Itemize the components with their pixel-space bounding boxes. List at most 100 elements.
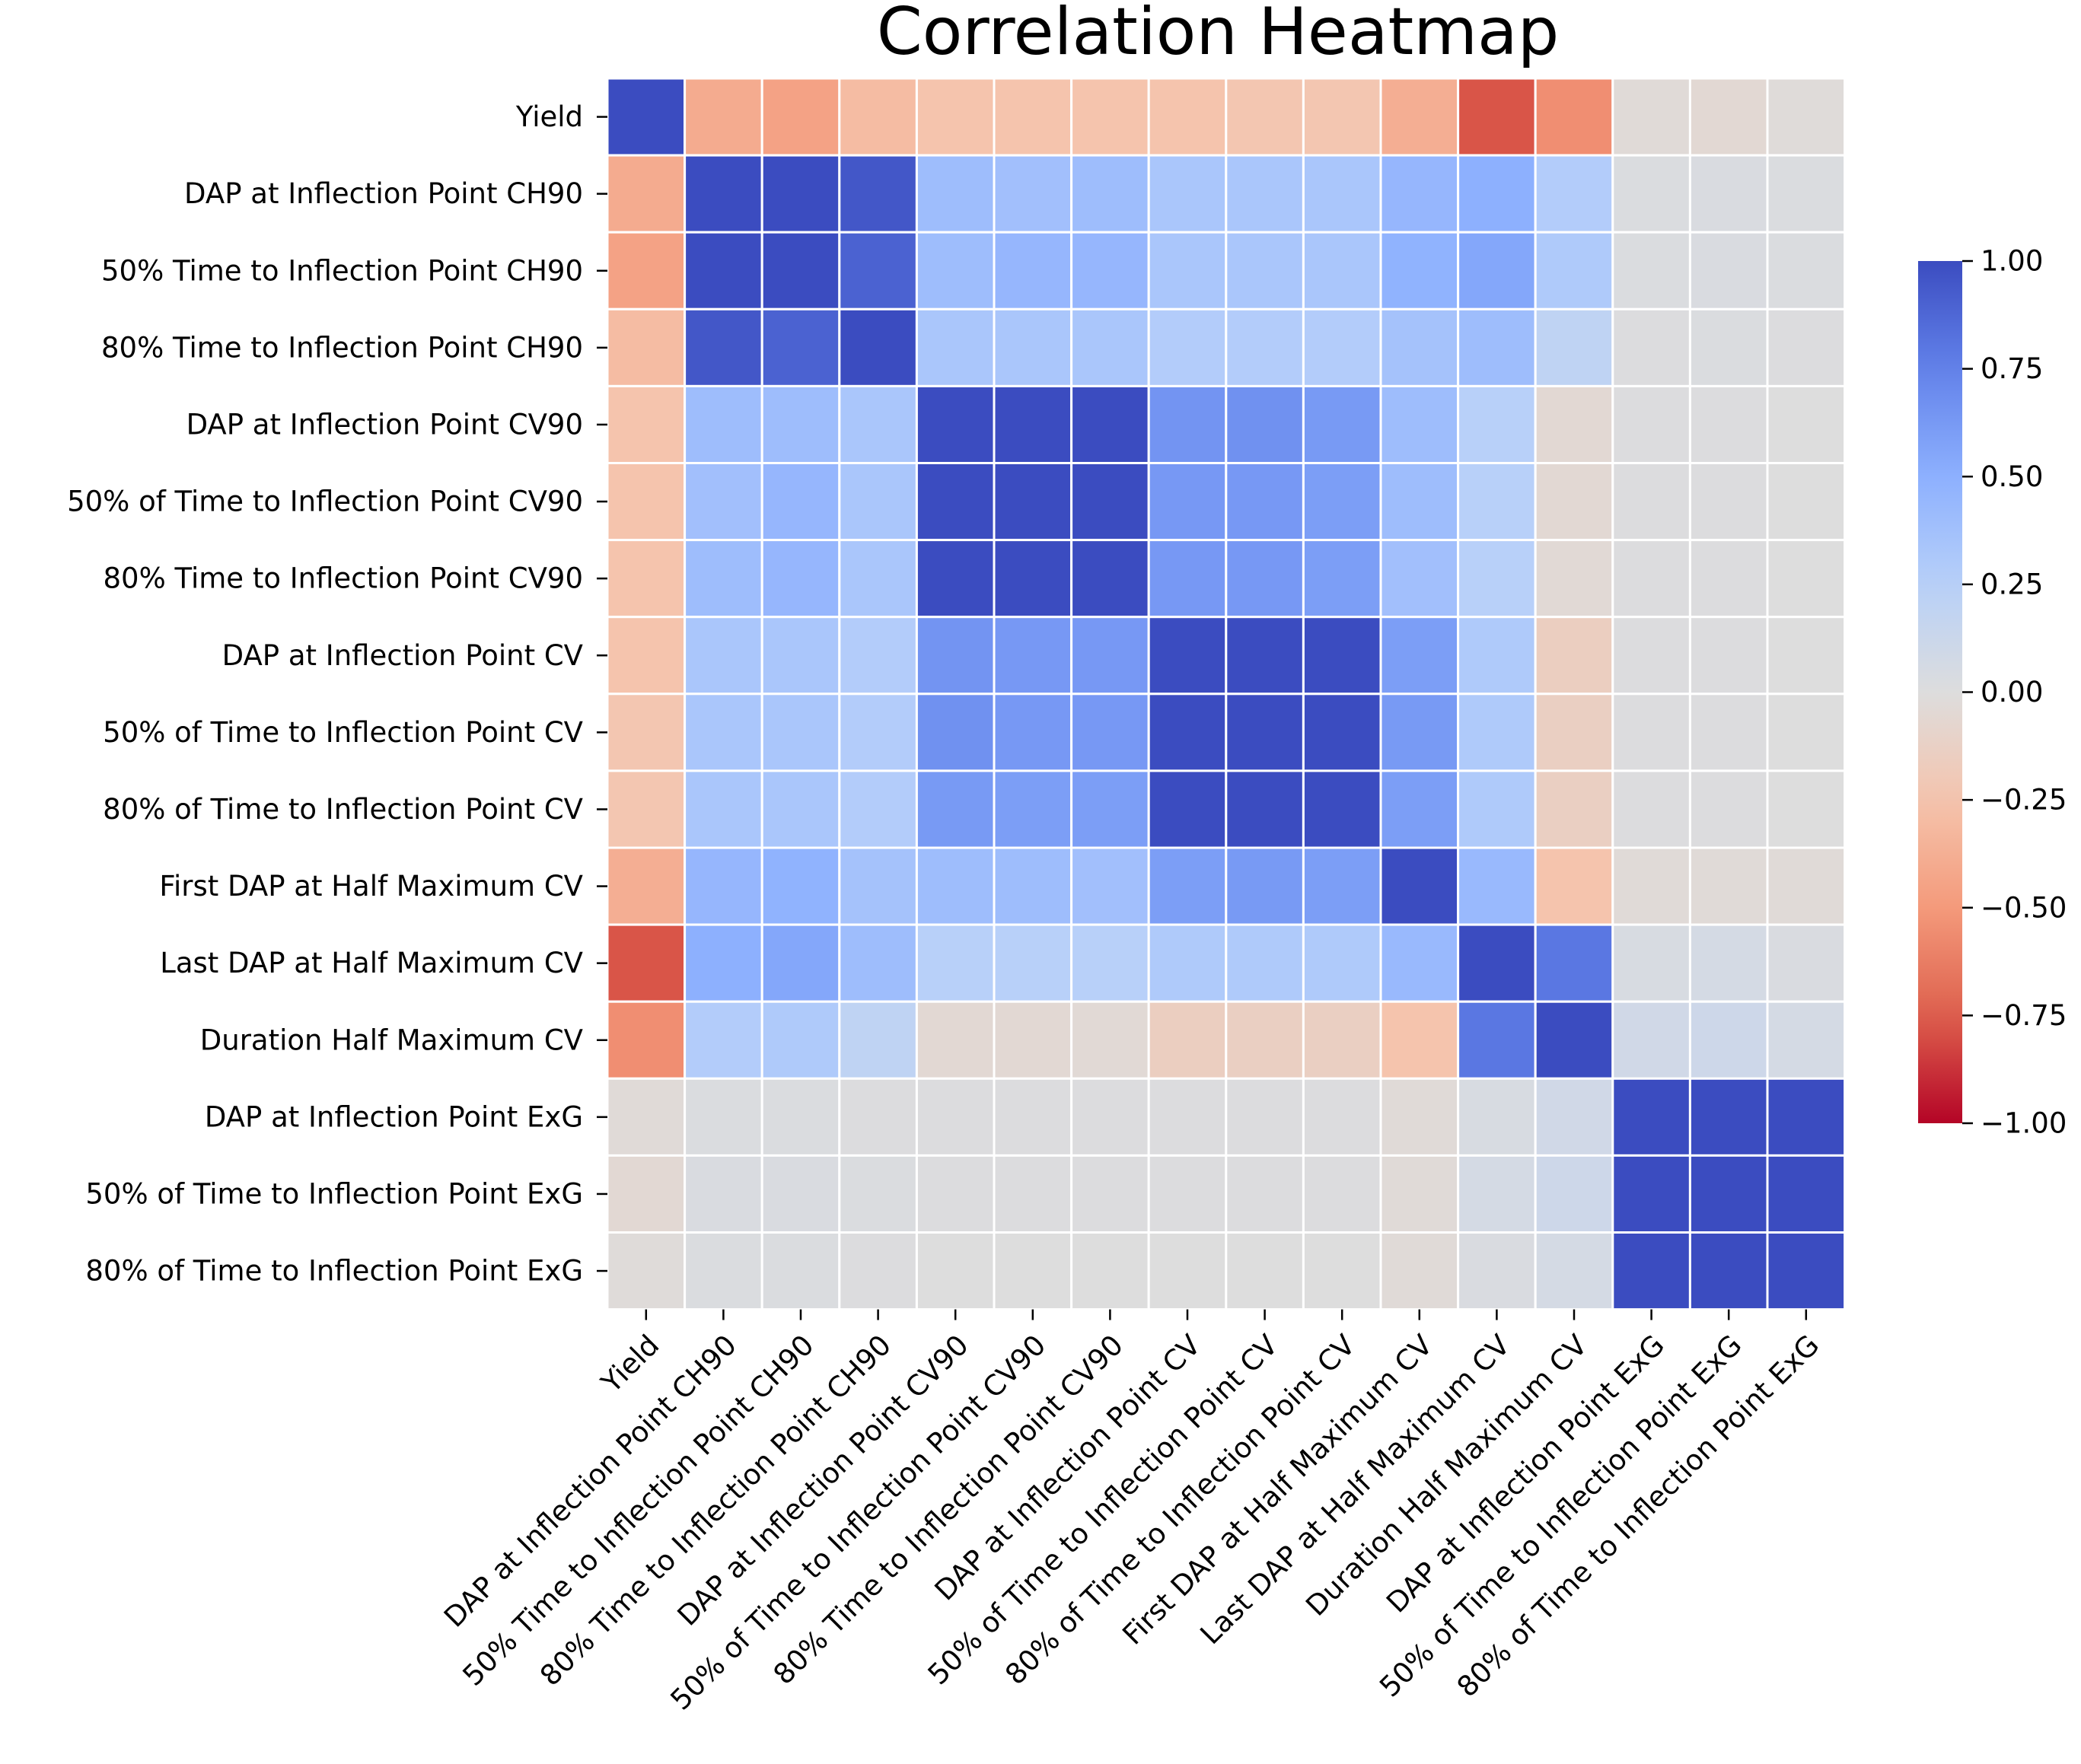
y-label-dap-at-inflection-point-exg: DAP at Inflection Point ExG: [205, 1100, 583, 1133]
heatmap-cell-r7-c15: [1766, 616, 1847, 696]
y-label-80pct-of-time-to-inflection-point-cv: 80% of Time to Inflection Point CV: [103, 793, 583, 826]
heatmap-cell-r2-c2: [760, 231, 841, 310]
heatmap-cell-r4-c5: [993, 384, 1073, 464]
y-label-dap-at-inflection-point-cv: DAP at Inflection Point CV: [222, 639, 583, 672]
heatmap-cell-r9-c2: [760, 769, 841, 849]
heatmap-cell-r13-c6: [1070, 1077, 1150, 1157]
heatmap-cell-r13-c13: [1611, 1077, 1691, 1157]
heatmap-cell-r8-c15: [1766, 693, 1847, 772]
heatmap-cell-r8-c8: [1225, 693, 1305, 772]
heatmap-cell-r6-c5: [993, 539, 1073, 619]
heatmap-cell-r13-c7: [1147, 1077, 1228, 1157]
colorbar: 1.00 0.75 0.50 0.25 0.00 −0.25 −0.50 −0.75 −1.00: [1918, 245, 2067, 1140]
heatmap-cell-r9-c12: [1534, 769, 1614, 849]
heatmap-cell-r14-c12: [1534, 1154, 1614, 1234]
heatmap-cell-r13-c5: [993, 1077, 1073, 1157]
heatmap-cell-r13-c9: [1302, 1077, 1382, 1157]
colorbar-tick-label: 0.75: [1981, 352, 2043, 385]
heatmap-cell-r13-c3: [838, 1077, 918, 1157]
colorbar-tick-label: −0.75: [1981, 999, 2067, 1032]
colorbar-tick-label: 0.00: [1981, 676, 2043, 708]
heatmap-cell-r5-c5: [993, 462, 1073, 542]
heatmap-cell-r6-c6: [1070, 539, 1150, 619]
heatmap-cell-r7-c11: [1457, 616, 1537, 696]
heatmap-cell-r2-c3: [838, 231, 918, 310]
heatmap-cell-r2-c7: [1147, 231, 1228, 310]
heatmap-cell-r7-c0: [606, 616, 687, 696]
heatmap-cell-r12-c7: [1147, 1000, 1228, 1080]
heatmap-cell-r12-c5: [993, 1000, 1073, 1080]
heatmap-cell-r14-c11: [1457, 1154, 1537, 1234]
heatmap-cell-r15-c5: [993, 1231, 1073, 1311]
colorbar-tick-label: 0.25: [1981, 568, 2043, 600]
heatmap-cell-r14-c10: [1379, 1154, 1460, 1234]
heatmap-cell-r7-c14: [1688, 616, 1769, 696]
heatmap-cell-r0-c9: [1302, 77, 1382, 157]
heatmap-cell-r1-c3: [838, 154, 918, 234]
heatmap-cell-r4-c14: [1688, 384, 1769, 464]
y-label-50pct-of-time-to-inflection-point-exg: 50% of Time to Inflection Point ExG: [85, 1177, 583, 1210]
heatmap-cell-r12-c3: [838, 1000, 918, 1080]
heatmap-cell-r8-c4: [915, 693, 996, 772]
heatmap-cell-r3-c14: [1688, 307, 1769, 387]
heatmap-cell-r11-c8: [1225, 923, 1305, 1003]
heatmap-cell-r9-c14: [1688, 769, 1769, 849]
heatmap-cell-r0-c3: [838, 77, 918, 157]
heatmap-cell-r13-c8: [1225, 1077, 1305, 1157]
heatmap-cell-r2-c15: [1766, 231, 1847, 310]
heatmap-cell-r15-c4: [915, 1231, 996, 1311]
heatmap-cell-r0-c14: [1688, 77, 1769, 157]
heatmap-cell-r15-c13: [1611, 1231, 1691, 1311]
heatmap-cell-r4-c13: [1611, 384, 1691, 464]
heatmap-cell-r13-c10: [1379, 1077, 1460, 1157]
heatmap-cell-r12-c15: [1766, 1000, 1847, 1080]
heatmap-cell-r9-c11: [1457, 769, 1537, 849]
heatmap-cell-r10-c5: [993, 846, 1073, 926]
heatmap-cell-r3-c3: [838, 307, 918, 387]
heatmap-cell-r15-c11: [1457, 1231, 1537, 1311]
heatmap-cell-r1-c5: [993, 154, 1073, 234]
heatmap-cell-r14-c14: [1688, 1154, 1769, 1234]
heatmap-cell-r7-c13: [1611, 616, 1691, 696]
heatmap-cell-r12-c11: [1457, 1000, 1537, 1080]
heatmap-cell-r5-c0: [606, 462, 687, 542]
heatmap-cell-r3-c11: [1457, 307, 1537, 387]
heatmap-cell-r10-c14: [1688, 846, 1769, 926]
heatmap-cell-r2-c10: [1379, 231, 1460, 310]
heatmap-cell-r1-c7: [1147, 154, 1228, 234]
heatmap-cell-r1-c12: [1534, 154, 1614, 234]
heatmap-cell-r11-c12: [1534, 923, 1614, 1003]
heatmap-cell-r15-c6: [1070, 1231, 1150, 1311]
heatmap-cell-r8-c10: [1379, 693, 1460, 772]
heatmap-cell-r3-c0: [606, 307, 687, 387]
heatmap-cell-r11-c10: [1379, 923, 1460, 1003]
y-label-last-dap-at-half-maximum-cv: Last DAP at Half Maximum CV: [160, 947, 583, 979]
heatmap-cell-r6-c3: [838, 539, 918, 619]
colorbar-tick-label: −1.00: [1981, 1107, 2067, 1140]
heatmap-cell-r8-c6: [1070, 693, 1150, 772]
heatmap-cell-r9-c1: [684, 769, 763, 849]
heatmap-cell-r13-c4: [915, 1077, 996, 1157]
heatmap-cell-r1-c9: [1302, 154, 1382, 234]
heatmap-cell-r11-c15: [1766, 923, 1847, 1003]
heatmap-cell-r3-c5: [993, 307, 1073, 387]
heatmap-cell-r2-c1: [684, 231, 763, 310]
heatmap-cell-r10-c7: [1147, 846, 1228, 926]
x-label-yield: Yield: [594, 1329, 665, 1399]
heatmap-cell-r13-c15: [1766, 1077, 1847, 1157]
heatmap-cell-r8-c3: [838, 693, 918, 772]
heatmap-cell-r7-c10: [1379, 616, 1460, 696]
heatmap-cell-r6-c9: [1302, 539, 1382, 619]
heatmap-cell-r10-c12: [1534, 846, 1614, 926]
heatmap-cell-r0-c7: [1147, 77, 1228, 157]
heatmap-cell-r0-c12: [1534, 77, 1614, 157]
heatmap-cell-r3-c6: [1070, 307, 1150, 387]
heatmap-cell-r9-c13: [1611, 769, 1691, 849]
heatmap-cell-r11-c5: [993, 923, 1073, 1003]
heatmap-cell-r3-c8: [1225, 307, 1305, 387]
heatmap-cell-r12-c14: [1688, 1000, 1769, 1080]
y-label-duration-half-maximum-cv: Duration Half Maximum CV: [200, 1024, 583, 1056]
heatmap-cell-r1-c4: [915, 154, 996, 234]
heatmap-cell-r11-c13: [1611, 923, 1691, 1003]
